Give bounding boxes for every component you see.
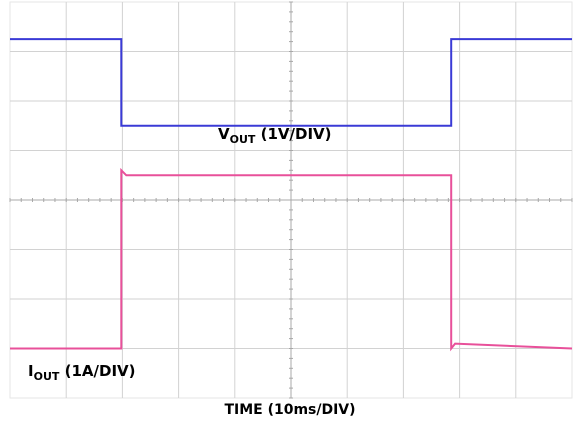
grid [9,1,573,399]
traces [10,38,573,352]
vout-label-rest: (1V/DIV) [255,125,331,143]
iout-trace [10,167,573,352]
x-axis-label: TIME (10ms/DIV) [224,402,355,418]
iout-label: IOUT (1A/DIV) [28,362,136,383]
vout-label-sub: OUT [230,133,256,146]
vout-trace [10,38,572,127]
iout-label-rest: (1A/DIV) [59,362,135,380]
vout-label: VOUT (1V/DIV) [218,125,332,146]
iout-label-main: I [28,362,34,380]
iout-label-sub: OUT [34,370,60,383]
vout-label-main: V [218,125,230,143]
